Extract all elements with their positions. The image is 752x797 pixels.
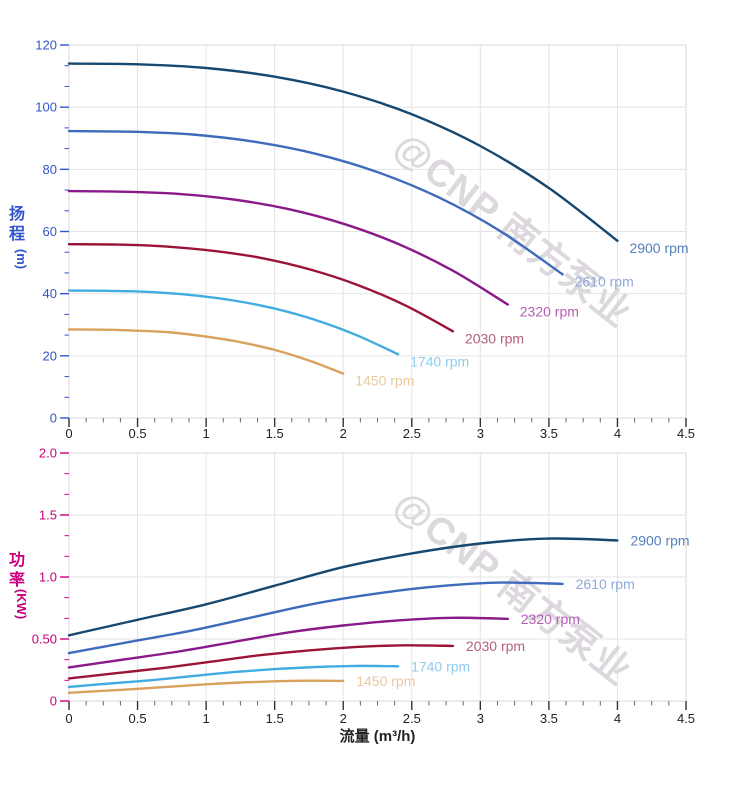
x-tick-label: 2.5 — [403, 426, 421, 441]
x-tick-label: 0.5 — [129, 426, 147, 441]
x-tick-label: 4 — [614, 711, 621, 726]
series-2610-label: 2610 rpm — [576, 576, 635, 592]
series-2320-label: 2320 rpm — [521, 611, 580, 627]
series-2610-label: 2610 rpm — [575, 273, 634, 289]
y-tick-label: 2.0 — [39, 446, 57, 461]
x-tick-label: 1.5 — [266, 711, 284, 726]
x-tick-label: 1 — [202, 426, 209, 441]
series-1740-label: 1740 rpm — [410, 353, 469, 369]
series-2900-curve — [67, 537, 619, 637]
y-tick-label: 40 — [43, 286, 57, 301]
power-x-axis: 0 0.5 1 1.5 2 2.5 3 3.5 4 4.5 — [65, 701, 695, 726]
y-axis-unit: (m) — [14, 249, 29, 269]
x-tick-label: 4 — [614, 426, 621, 441]
x-tick-label: 0 — [65, 426, 72, 441]
head-x-axis: 0 0.5 1 1.5 2 2.5 3 3.5 4 4.5 — [65, 418, 695, 441]
series-2030-label: 2030 rpm — [466, 638, 525, 654]
series-1450-label: 1450 rpm — [356, 673, 415, 689]
series-2030-curve — [67, 243, 455, 333]
series-2320-curve — [67, 616, 509, 669]
x-tick-label: 3 — [477, 426, 484, 441]
x-axis-title: 流量 (m³/h) — [340, 727, 416, 745]
series-1450-curve — [67, 679, 345, 694]
y-tick-label: 0.50 — [32, 632, 57, 647]
series-2610-curve — [67, 581, 564, 655]
y-tick-label: 0 — [50, 694, 57, 709]
x-tick-label: 3 — [477, 711, 484, 726]
y-axis-unit: (KW) — [14, 589, 29, 619]
power-y-axis-title: 功率(KW) — [9, 551, 29, 619]
head-y-axis: 0 20 40 60 80 100 120 — [35, 38, 69, 426]
x-tick-label: 4.5 — [677, 426, 695, 441]
x-tick-label: 1 — [202, 711, 209, 726]
y-tick-label: 20 — [43, 348, 57, 363]
series-2030-label: 2030 rpm — [465, 330, 524, 346]
y-tick-label: 100 — [35, 100, 57, 115]
y-axis-title-char: 率 — [9, 570, 25, 589]
series-2900-label: 2900 rpm — [630, 532, 689, 548]
series-1450-curve — [67, 328, 345, 375]
x-tick-label: 2 — [340, 711, 347, 726]
series-1740-curve — [67, 664, 400, 689]
x-tick-label: 3.5 — [540, 711, 558, 726]
series-1450-label: 1450 rpm — [355, 373, 414, 389]
y-tick-label: 0 — [50, 411, 57, 426]
x-tick-label: 2.5 — [403, 711, 421, 726]
head-y-axis-title: 扬程 (m) — [9, 204, 29, 269]
head-chart: @CNP 南方泵业 0 0.5 1 1.5 2 2.5 3 3.5 4 4.5 0 20 40 60 80 10… — [9, 38, 695, 442]
y-axis-title-char: 功 — [9, 551, 25, 569]
x-tick-label: 0 — [65, 711, 72, 726]
series-1740-label: 1740 rpm — [411, 658, 470, 674]
x-tick-label: 1.5 — [266, 426, 284, 441]
series-1740-curve — [67, 289, 400, 356]
y-tick-label: 120 — [35, 38, 57, 53]
series-2320-curve — [67, 189, 509, 306]
y-tick-label: 60 — [43, 224, 57, 239]
y-tick-label: 1.5 — [39, 508, 57, 523]
x-tick-label: 0.5 — [129, 711, 147, 726]
y-tick-label: 1.0 — [39, 570, 57, 585]
x-tick-label: 3.5 — [540, 426, 558, 441]
series-2900-label: 2900 rpm — [629, 240, 688, 256]
y-tick-label: 80 — [43, 162, 57, 177]
power-y-axis: 0 0.50 1.0 1.5 2.0 — [32, 446, 69, 709]
series-2320-label: 2320 rpm — [520, 304, 579, 320]
x-tick-label: 4.5 — [677, 711, 695, 726]
y-axis-title-char: 扬 — [9, 204, 25, 223]
series-2030-curve — [67, 644, 455, 680]
y-axis-title-char: 程 — [9, 225, 25, 243]
watermark-text: @CNP 南方泵业 — [386, 125, 639, 336]
series-2900-curve — [67, 62, 619, 242]
series-2610-curve — [67, 129, 564, 276]
x-tick-label: 2 — [340, 426, 347, 441]
